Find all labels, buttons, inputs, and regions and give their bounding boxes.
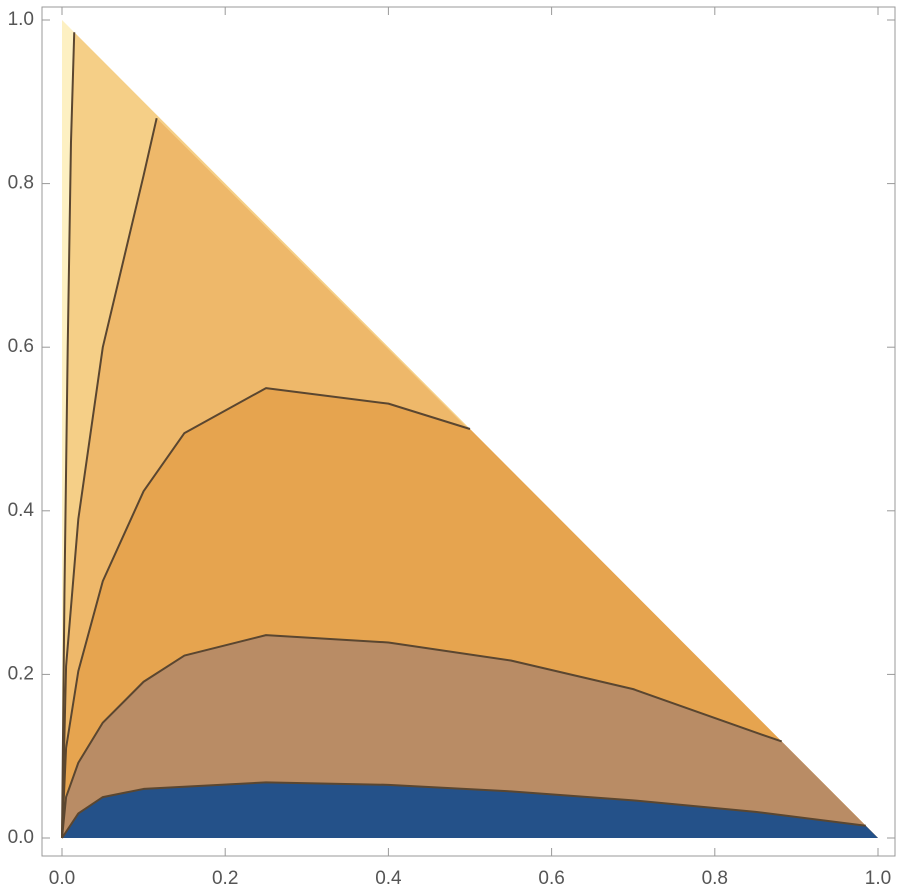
contour-region: [62, 782, 878, 838]
contour-line: [61, 634, 783, 839]
y-tick-label: 0.8: [8, 173, 34, 194]
y-tick-label: 0.2: [8, 663, 34, 684]
contour-line: [61, 781, 866, 839]
y-tick-label: 0.0: [8, 827, 34, 848]
y-tick-label: 0.6: [8, 336, 34, 357]
x-tick-label: 0.0: [49, 868, 75, 889]
x-tick-label: 0.4: [375, 868, 402, 889]
plot-frame: [41, 6, 896, 857]
x-tick-label: 1.0: [865, 868, 891, 889]
y-tick-label: 0.4: [8, 500, 35, 521]
y-tick-label: 1.0: [8, 9, 34, 30]
x-tick-label: 0.6: [538, 868, 564, 889]
contour-line: [61, 117, 158, 839]
contour-line: [61, 32, 76, 839]
x-tick-label: 0.8: [702, 868, 728, 889]
contour-line: [61, 387, 471, 839]
x-tick-label: 0.2: [212, 868, 238, 889]
